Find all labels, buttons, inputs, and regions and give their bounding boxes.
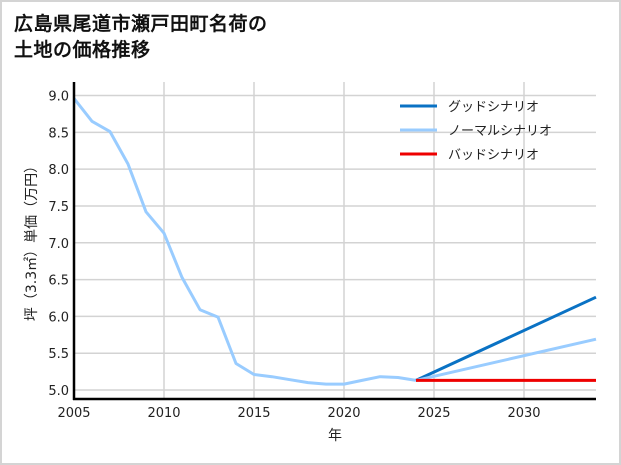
tick-labels: 5.0 5.5 6.0 6.5 7.0 7.5 8.0 8.5 9.0 2005 2010 2015 2…	[48, 90, 540, 422]
axes	[72, 82, 596, 401]
series-line	[72, 97, 417, 386]
y-tick-label: 9.0	[48, 90, 69, 105]
x-tick-label: 2025	[417, 406, 450, 421]
x-tick-label: 2015	[237, 406, 270, 421]
y-axis-label: 坪（3.3㎡）単価（万円）	[24, 159, 40, 321]
legend-label: バッドシナリオ	[448, 148, 539, 163]
data-series	[72, 97, 597, 386]
y-tick-label: 6.5	[48, 274, 69, 289]
y-tick-label: 5.0	[48, 384, 69, 399]
x-tick-label: 2005	[57, 406, 90, 421]
series-line	[415, 337, 597, 382]
title-line-1: 広島県尾道市瀬戸田町名荷の	[14, 13, 268, 35]
y-tick-label: 6.0	[48, 310, 69, 325]
y-tick-label: 5.5	[48, 347, 69, 362]
y-tick-label: 7.0	[48, 237, 69, 252]
y-tick-label: 7.5	[48, 200, 69, 215]
y-tick-label: 8.5	[48, 126, 69, 141]
legend-label: グッドシナリオ	[448, 100, 539, 115]
chart-title: 広島県尾道市瀬戸田町名荷の 土地の価格推移	[14, 11, 268, 63]
x-tick-label: 2010	[147, 406, 180, 421]
y-tick-label: 8.0	[48, 163, 69, 178]
series-line	[415, 295, 597, 382]
x-axis-label: 年	[328, 428, 342, 444]
x-tick-label: 2030	[507, 406, 540, 421]
title-line-2: 土地の価格推移	[14, 39, 151, 61]
x-tick-label: 2020	[327, 406, 360, 421]
legend-label: ノーマルシナリオ	[448, 124, 552, 139]
